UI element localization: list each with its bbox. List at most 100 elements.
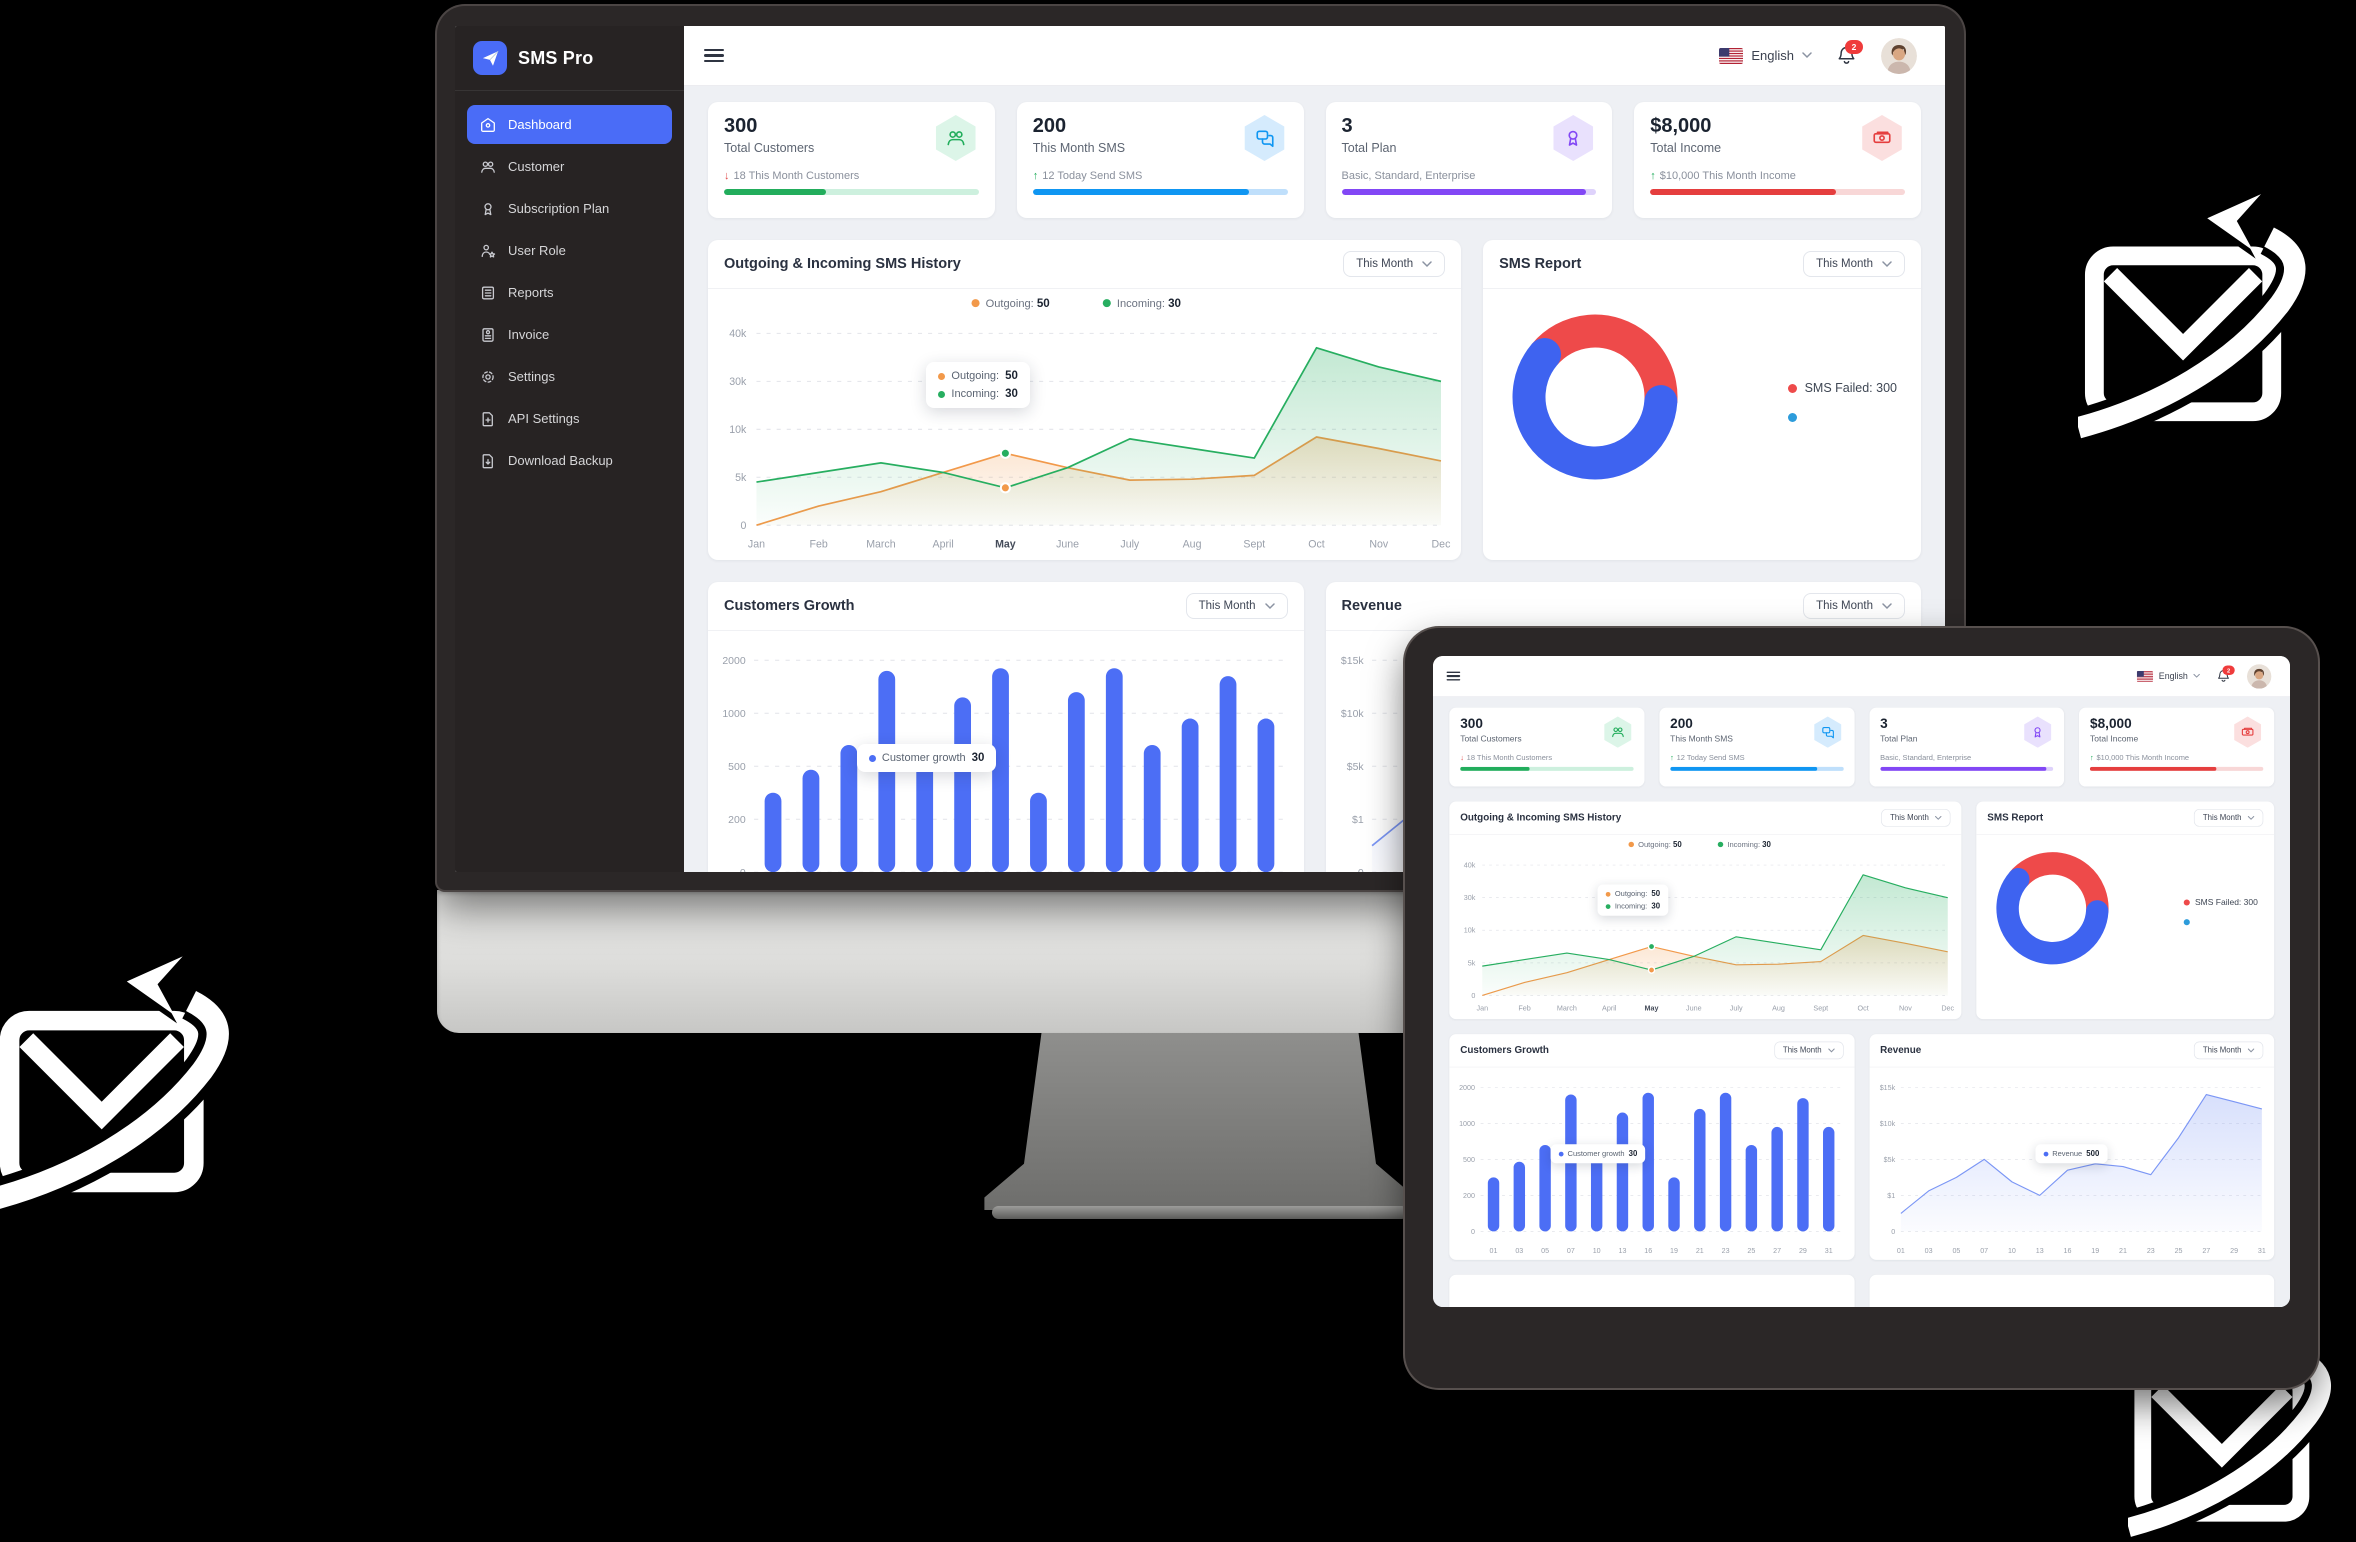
sidebar-item-invoice[interactable]: Invoice (467, 315, 672, 354)
legend-item: SMS Failed: 300 (2183, 897, 2258, 907)
svg-text:25: 25 (1747, 1247, 1755, 1255)
stat-progress (1670, 766, 1844, 771)
period-dropdown[interactable]: This Month (1881, 809, 1951, 827)
svg-text:$10k: $10k (1340, 709, 1363, 720)
sms-report-card: SMS Report This Month SMS Failed: 300 (1483, 240, 1921, 560)
svg-text:Dec: Dec (1941, 1004, 1954, 1013)
customer-icon (480, 159, 496, 175)
sms-history-chart: 0 5k 10k 30k 40k Jan Feb March April May June July A… (1464, 840, 1955, 1013)
users-icon (935, 115, 976, 161)
revenue-chart: 0 $1 $5k $10k $15k 01 03 05 07 10 13 16 19 21 23 25 27 29… (1879, 1084, 2265, 1255)
brand-logo-row: SMS Pro (455, 26, 684, 91)
stat-value: 300 (724, 115, 758, 137)
period-label: This Month (1782, 1046, 1822, 1055)
chevron-down-icon (1422, 260, 1432, 267)
svg-text:April: April (933, 538, 954, 550)
svg-text:2000: 2000 (1459, 1084, 1475, 1092)
stat-card-total-income: $8,000 Total Income ↑ $10,000 This Month In… (1634, 102, 1921, 218)
svg-text:Jan: Jan (1476, 1004, 1488, 1013)
svg-text:July: July (1730, 1004, 1743, 1013)
sidebar-item-dashboard[interactable]: Dashboard (467, 105, 672, 144)
period-label: This Month (1356, 258, 1414, 270)
language-selector[interactable]: English (2137, 670, 2200, 682)
stat-value: 200 (1032, 115, 1067, 137)
svg-text:500: 500 (728, 762, 746, 773)
stat-progress (1460, 766, 1634, 771)
avatar[interactable] (1881, 37, 1917, 74)
svg-text:1000: 1000 (722, 709, 745, 720)
arrow-up-icon: ↑ (1032, 170, 1039, 182)
sidebar-item-user-role[interactable]: User Role (467, 231, 672, 270)
svg-text:Feb: Feb (1518, 1004, 1530, 1013)
notification-bell[interactable]: 2 (2216, 665, 2235, 683)
stat-delta-text: $10,000 This Month Income (1659, 170, 1796, 182)
sms-history-chart: 0 5k 10k 30k 40k Jan Feb March April May June July A… (729, 297, 1451, 550)
user-role-icon (480, 243, 496, 259)
tablet-device: English 2 (1405, 628, 2318, 1388)
stat-cards-row: 300 Total Customers ↓ 18 This Month Custome… (708, 102, 1921, 218)
us-flag-icon (1719, 47, 1744, 64)
svg-text:200: 200 (1463, 1192, 1475, 1200)
chart-title: SMS Report (1499, 256, 1582, 272)
avatar[interactable] (2246, 663, 2272, 689)
users-icon (1604, 716, 1632, 748)
period-dropdown[interactable]: This Month (1185, 593, 1288, 619)
legend-item (2183, 919, 2257, 926)
svg-text:13: 13 (1618, 1247, 1626, 1255)
period-dropdown[interactable]: This Month (1803, 593, 1905, 619)
svg-text:July: July (1120, 538, 1140, 550)
api-settings-icon (480, 411, 496, 427)
svg-text:$5k: $5k (1346, 762, 1364, 773)
sidebar-item-api-settings[interactable]: API Settings (467, 399, 672, 438)
stat-progress (1341, 189, 1597, 195)
monitor-frame: SMS Pro Dashboard Customer Subscription Pl… (437, 6, 1964, 890)
stat-value: $8,000 (1650, 115, 1712, 137)
stat-delta-text: 18 This Month Customers (733, 170, 860, 182)
svg-text:$5k: $5k (1883, 1156, 1895, 1164)
svg-text:40k: 40k (729, 328, 747, 340)
svg-text:03: 03 (1924, 1247, 1932, 1255)
stat-card-total-income: $8,000 Total Income ↑ $10,000 This Month In… (2079, 707, 2275, 787)
svg-text:June: June (1056, 538, 1079, 550)
notification-bell[interactable]: 2 (1836, 40, 1863, 66)
send-mail-icon (2078, 186, 2356, 444)
svg-text:5k: 5k (1468, 958, 1476, 967)
period-dropdown[interactable]: This Month (1774, 1041, 1844, 1060)
chart-title: Customers Growth (1460, 1044, 1549, 1056)
menu-icon[interactable] (704, 48, 724, 63)
svg-text:16: 16 (2063, 1247, 2071, 1255)
sidebar-item-customer[interactable]: Customer (467, 147, 672, 186)
stat-card-total-customers: 300 Total Customers ↓ 18 This Month Custome… (708, 102, 995, 218)
sidebar-item-reports[interactable]: Reports (467, 273, 672, 312)
stat-value: 300 (1460, 716, 1483, 732)
period-dropdown[interactable]: This Month (1343, 251, 1446, 277)
sidebar-item-settings[interactable]: Settings (467, 357, 672, 396)
dashboard: English 2 (684, 26, 1945, 872)
send-mail-icon (0, 948, 284, 1216)
sidebar-item-subscription-plan[interactable]: Subscription Plan (467, 189, 672, 228)
stat-label: Total Plan (1341, 141, 1397, 155)
period-label: This Month (1198, 600, 1256, 612)
svg-text:07: 07 (1980, 1247, 1988, 1255)
period-label: This Month (2202, 813, 2242, 822)
period-dropdown[interactable]: This Month (2193, 1041, 2264, 1060)
menu-icon[interactable] (1446, 671, 1461, 681)
svg-text:05: 05 (1952, 1247, 1960, 1255)
stat-value: 3 (1880, 716, 1888, 732)
svg-text:Aug: Aug (1772, 1004, 1785, 1013)
stat-card-total-plan: 3 Total Plan Basic, Standard, Enterprise (1325, 102, 1613, 218)
sidebar-item-label: Customer (508, 159, 565, 174)
svg-text:0: 0 (740, 520, 746, 532)
period-dropdown[interactable]: This Month (2193, 809, 2264, 827)
monitor-screen: SMS Pro Dashboard Customer Subscription Pl… (455, 26, 1945, 872)
imac-monitor: SMS Pro Dashboard Customer Subscription Pl… (437, 6, 1964, 890)
period-dropdown[interactable]: This Month (1803, 251, 1905, 277)
chevron-down-icon (1802, 52, 1812, 59)
svg-text:2000: 2000 (722, 656, 745, 667)
sidebar-item-download-backup[interactable]: Download Backup (467, 441, 672, 480)
stat-value: 200 (1670, 716, 1693, 732)
language-selector[interactable]: English (1719, 47, 1812, 64)
stat-delta-text: 12 Today Send SMS (1676, 753, 1745, 763)
svg-text:16: 16 (1644, 1247, 1652, 1255)
sms-history-card: Outgoing & Incoming SMS History This Mon… (1449, 801, 1962, 1020)
